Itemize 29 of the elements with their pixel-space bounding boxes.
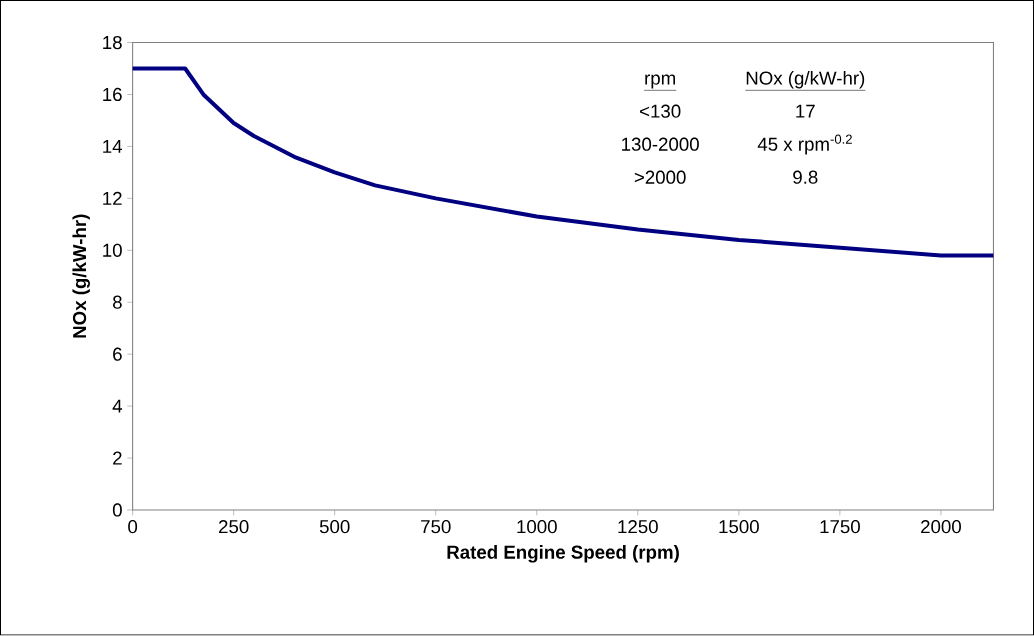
y-axis-title: NOx (g/kW-hr) [72, 214, 90, 338]
y-tick-label: 10 [103, 243, 122, 258]
x-tick-label: 500 [319, 520, 350, 534]
annotation: 9.8 [793, 170, 818, 185]
annotation: 45 x rpm$^{-0.2}$ [757, 134, 852, 155]
x-tick-label: 250 [219, 520, 249, 534]
x-tick-label: 1500 [719, 520, 759, 534]
y-tick-label: 2 [113, 451, 122, 465]
x-tick-label: 0 [128, 520, 138, 534]
x-tick-label: 1250 [618, 520, 658, 534]
annotation: 130-2000 [622, 137, 699, 152]
y-tick-label: 14 [103, 140, 123, 154]
y-tick-label: 6 [113, 347, 122, 361]
annotation: NOx (g/kW-hr) [746, 71, 865, 89]
y-tick-label: 12 [103, 192, 122, 206]
x-tick-label: 750 [421, 520, 451, 534]
y-tick-label: 4 [112, 399, 123, 413]
y-tick-label: 18 [103, 36, 122, 50]
annotation: rpm [645, 74, 675, 89]
annotation: >2000 [634, 170, 686, 185]
y-tick-label: 8 [113, 295, 122, 310]
y-tick-label: 16 [103, 88, 122, 102]
x-tick-label: 1000 [517, 520, 557, 534]
x-tick-label: 1750 [820, 520, 860, 534]
x-axis-title: Rated Engine Speed (rpm) [447, 545, 679, 563]
x-tick-label: 2000 [921, 520, 961, 534]
annotation: <130 [640, 104, 681, 118]
annotation: 17 [796, 104, 815, 118]
y-tick-label: 0 [112, 503, 122, 517]
